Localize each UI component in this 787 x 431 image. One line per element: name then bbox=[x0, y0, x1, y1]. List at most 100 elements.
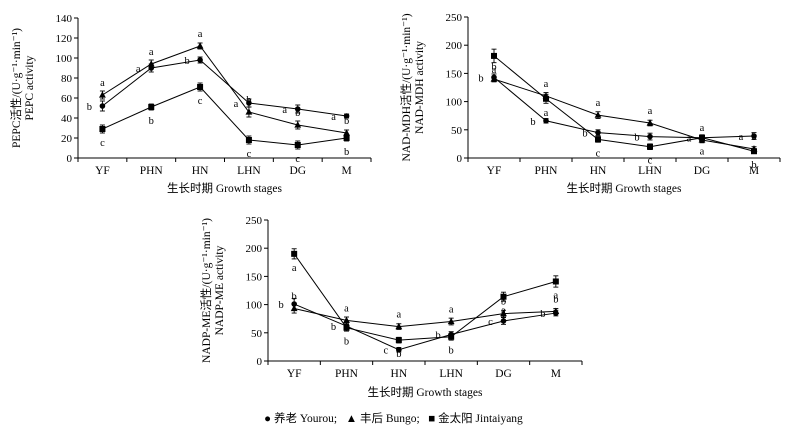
significance-letter: b bbox=[331, 322, 336, 333]
data-point-square bbox=[294, 142, 301, 148]
y-tick-label: 40 bbox=[61, 113, 73, 125]
significance-letter: b bbox=[344, 337, 349, 348]
data-point-triangle bbox=[395, 322, 403, 330]
data-point-triangle bbox=[490, 75, 498, 82]
significance-letter: b bbox=[582, 129, 587, 140]
data-point-triangle bbox=[447, 317, 455, 325]
x-tick-label: PHN bbox=[335, 368, 359, 380]
data-point-triangle bbox=[245, 108, 253, 115]
y-tick-label: 0 bbox=[457, 153, 463, 165]
x-tick-label: PHN bbox=[534, 165, 558, 177]
y-tick-label: 50 bbox=[251, 328, 263, 340]
significance-letter: a bbox=[282, 105, 287, 116]
y-tick-label: 20 bbox=[61, 133, 73, 145]
significance-letter: c bbox=[100, 138, 105, 149]
significance-letter: a bbox=[292, 263, 297, 274]
y-tick-label: 250 bbox=[446, 12, 463, 24]
significance-letter: a bbox=[449, 305, 454, 316]
data-point-square bbox=[552, 278, 559, 285]
x-axis-title: 生长时期 Growth stages bbox=[167, 181, 283, 195]
significance-letter: b bbox=[344, 147, 349, 158]
y-tick-label: 0 bbox=[67, 153, 73, 165]
significance-letter: b bbox=[449, 346, 454, 357]
y-tick-label: 150 bbox=[446, 68, 463, 80]
y-tick-label: 140 bbox=[56, 13, 73, 25]
significance-letter: c bbox=[596, 148, 601, 159]
significance-letter: a bbox=[396, 310, 401, 321]
data-point-triangle bbox=[646, 119, 654, 126]
y-tick-label: 120 bbox=[56, 33, 73, 45]
data-point-circle bbox=[595, 129, 601, 136]
significance-letter: a bbox=[331, 112, 336, 123]
legend-label-bungo: 丰后 Bungo; bbox=[359, 413, 420, 425]
series-square: c b c c c b bbox=[99, 82, 350, 165]
significance-letter: b bbox=[751, 132, 756, 143]
significance-letter: b bbox=[87, 102, 92, 113]
data-point-triangle bbox=[294, 121, 302, 128]
data-point-square bbox=[99, 126, 106, 132]
data-point-square bbox=[543, 95, 549, 102]
data-point-square bbox=[343, 324, 350, 331]
significance-letter: b bbox=[292, 292, 297, 303]
x-axis-title: 生长时期 Growth stages bbox=[567, 181, 683, 195]
y-tick-label: 100 bbox=[56, 53, 73, 65]
x-tick-label: LHN bbox=[237, 165, 261, 177]
y-tick-label: 250 bbox=[246, 215, 263, 227]
y-tick-label: 0 bbox=[257, 356, 263, 368]
significance-letter: b bbox=[184, 56, 189, 67]
data-point-triangle bbox=[196, 42, 204, 49]
y-axis-title: PEPC活性/(U·g⁻¹·min⁻¹) bbox=[9, 28, 23, 148]
y-tick-label: 100 bbox=[246, 300, 263, 312]
significance-letter: c bbox=[247, 149, 252, 160]
significance-letter: a bbox=[687, 134, 692, 145]
legend-label-yourou: 养老 Yourou; bbox=[274, 413, 338, 425]
y-axis-subtitle: NADP-ME activity bbox=[214, 245, 226, 335]
significance-letter: b bbox=[751, 160, 756, 171]
significance-letter: c bbox=[198, 96, 203, 107]
y-axis-subtitle: PEPC activity bbox=[24, 55, 36, 120]
significance-letter: b bbox=[295, 108, 300, 119]
data-point-square bbox=[647, 143, 653, 150]
chart-panel-pepc: 0 20 40 60 80 100 120 140 YF PHN HN LHN DG M 生长时期 Grow… bbox=[9, 13, 372, 195]
x-tick-label: DG bbox=[289, 165, 306, 177]
significance-letter: b bbox=[478, 73, 483, 84]
significance-letter: b bbox=[344, 116, 349, 127]
series-line bbox=[294, 308, 556, 328]
legend-item-bungo: ▲ 丰后 Bungo; bbox=[340, 413, 420, 425]
series-triangle: baa ab b bbox=[290, 292, 560, 330]
significance-letter: b bbox=[149, 116, 154, 127]
x-tick-label: YF bbox=[487, 165, 502, 177]
chart-panel-nadp-me: 0 50 100 150 200 250 YF PHN HN LHN DG M 生长时期 Growth … bbox=[199, 215, 583, 399]
data-point-circle bbox=[294, 106, 301, 112]
data-point-triangle bbox=[147, 60, 155, 67]
x-tick-label: HN bbox=[590, 165, 607, 177]
significance-letter: b bbox=[553, 294, 558, 305]
y-tick-label: 60 bbox=[61, 93, 73, 105]
data-point-circle bbox=[647, 133, 653, 140]
series-line bbox=[293, 253, 556, 341]
significance-letter: a bbox=[149, 47, 154, 58]
x-tick-label: YF bbox=[95, 165, 110, 177]
data-point-square bbox=[448, 333, 455, 340]
y-tick-label: 200 bbox=[446, 40, 463, 52]
data-point-square bbox=[148, 104, 155, 110]
data-point-circle bbox=[396, 346, 402, 353]
x-tick-label: HN bbox=[192, 165, 209, 177]
data-point-circle bbox=[543, 117, 549, 124]
y-axis-title: NAD-MDH活性/(U·g⁻¹·min⁻¹) bbox=[399, 13, 413, 161]
significance-letter: c bbox=[383, 346, 388, 357]
x-tick-label: LHN bbox=[439, 368, 463, 380]
data-point-circle bbox=[197, 57, 203, 63]
significance-letter: b bbox=[279, 300, 284, 311]
data-point-triangle bbox=[500, 309, 507, 317]
x-tick-label: HN bbox=[391, 368, 408, 380]
significance-letter: b bbox=[436, 330, 441, 341]
data-point-square bbox=[395, 337, 402, 344]
data-point-triangle bbox=[594, 111, 602, 118]
data-point-square bbox=[197, 84, 204, 90]
series-line bbox=[493, 76, 755, 139]
data-point-triangle bbox=[99, 91, 106, 98]
